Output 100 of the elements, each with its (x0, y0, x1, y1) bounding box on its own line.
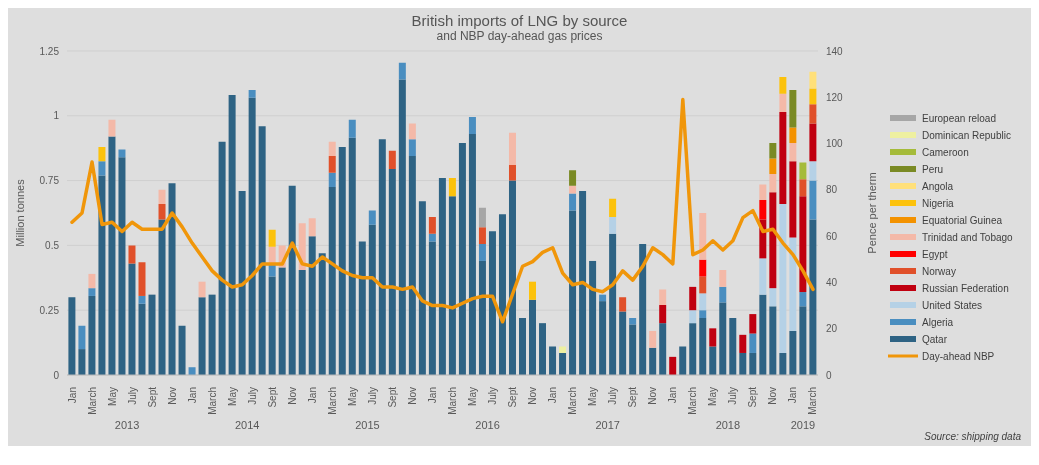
y2-tick-label: 140 (826, 45, 844, 57)
bar (639, 244, 647, 375)
bar (128, 263, 136, 375)
y-axis-title: Million tonnes (13, 178, 26, 247)
bar (508, 165, 516, 181)
bar (689, 323, 697, 375)
text: 2017 (595, 419, 620, 431)
bar (669, 356, 677, 375)
bar (138, 303, 146, 375)
bar (789, 127, 797, 144)
bar (739, 352, 747, 375)
bar (98, 161, 106, 176)
bar (508, 132, 516, 166)
legend-label: Norway (922, 265, 956, 277)
bar (699, 213, 707, 260)
bar (428, 216, 436, 234)
legend-label: Russian Federation (922, 282, 1009, 294)
bar (619, 311, 627, 375)
bar (418, 201, 426, 375)
bar (799, 162, 807, 180)
bar (248, 89, 256, 98)
bar (749, 333, 757, 353)
bar (358, 241, 366, 375)
bar (138, 295, 146, 304)
bar (198, 281, 206, 298)
bar (689, 310, 697, 324)
y2-tick-label: 100 (826, 138, 844, 150)
bar (328, 187, 336, 375)
x-tick-label: Jan (426, 387, 438, 404)
bar (458, 143, 466, 375)
bar (769, 306, 777, 375)
bar (398, 79, 406, 375)
bar (529, 281, 537, 300)
y2-tick-label: 80 (826, 184, 838, 196)
bar (809, 123, 817, 162)
y-tick-label: 0.75 (39, 175, 60, 187)
bar (88, 273, 96, 289)
bar (388, 150, 396, 169)
y-tick-label: 0.25 (39, 304, 60, 316)
bar (308, 218, 316, 237)
bar (719, 270, 727, 287)
x-tick-label: July (727, 387, 739, 405)
legend-label: Trinidad and Tobago (922, 231, 1013, 243)
bar (408, 139, 416, 156)
bar (759, 294, 767, 375)
bar (408, 155, 416, 375)
bar (78, 349, 86, 375)
legend-label: Algeria (922, 316, 954, 328)
bar (398, 62, 406, 80)
bar (769, 158, 777, 175)
chart-subtitle: and NBP day-ahead gas prices (435, 29, 604, 43)
bar (559, 346, 567, 353)
bar (368, 210, 376, 225)
bar (388, 168, 396, 375)
legend-label: Angola (922, 180, 954, 192)
bar (138, 262, 146, 296)
bar (158, 189, 166, 204)
bar (809, 180, 817, 220)
bar (298, 270, 306, 375)
legend-label: Day-ahead NBP (922, 350, 995, 362)
bar (589, 260, 597, 375)
x-tick-label: March (687, 387, 699, 415)
bar (629, 317, 637, 325)
bar (68, 297, 76, 375)
bar (428, 233, 436, 242)
x-tick-label: July (126, 387, 138, 405)
legend-label: United States (922, 299, 983, 311)
x-tick-label: March (567, 387, 579, 415)
y2-tick-label: 40 (826, 276, 838, 288)
y-tick-label: 1.25 (39, 45, 60, 57)
bar (719, 286, 727, 303)
x-tick-label: Jan (667, 387, 679, 404)
bar (278, 267, 286, 375)
x-tick-label: Sept (386, 386, 398, 408)
bar (478, 260, 486, 375)
bar (408, 123, 416, 140)
bar (208, 294, 216, 375)
bar (478, 244, 486, 261)
y-tick-label: 0.5 (45, 239, 60, 251)
bar (719, 302, 727, 375)
y2-tick-label: 0 (826, 369, 832, 381)
bar (549, 346, 557, 375)
bar (599, 301, 607, 375)
bar (789, 143, 797, 162)
bar (799, 292, 807, 307)
x-tick-label: July (487, 387, 499, 405)
bar (348, 137, 356, 375)
bar (238, 190, 246, 375)
legend-label: Qatar (922, 333, 948, 345)
bar (759, 200, 767, 220)
bar (519, 317, 526, 375)
bar (148, 294, 156, 375)
bar (98, 146, 106, 162)
x-tick-label: May (707, 387, 719, 406)
bar (699, 293, 707, 311)
bar (649, 347, 657, 375)
x-tick-label: July (607, 387, 619, 405)
bar (498, 214, 506, 375)
x-tick-label: May (226, 387, 238, 406)
text: 2013 (114, 419, 140, 431)
